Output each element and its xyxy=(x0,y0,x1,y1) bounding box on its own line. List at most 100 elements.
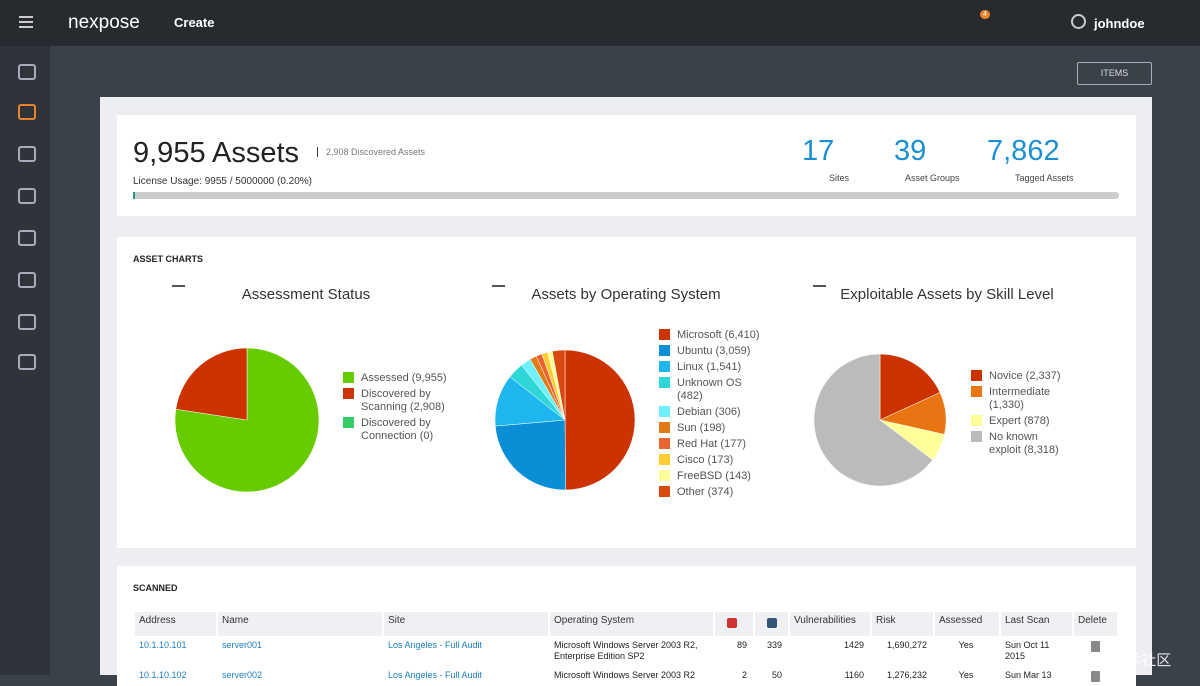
asset-charts-card: ASSET CHARTS Assessment Status Assets by … xyxy=(117,237,1136,548)
legend-swatch xyxy=(343,372,354,383)
legend-swatch xyxy=(343,388,354,399)
nav-icon[interactable] xyxy=(18,104,36,120)
nav-icon[interactable] xyxy=(18,64,36,80)
legend-label: Assessed (9,955) xyxy=(361,372,447,384)
legend-swatch xyxy=(971,431,982,442)
legend-item: Discovered by Scanning (2,908) xyxy=(343,388,453,414)
legend-label: Ubuntu (3,059) xyxy=(677,345,751,357)
legend-item: Unknown OS (482) xyxy=(659,377,769,403)
table-header xyxy=(715,612,753,636)
items-button[interactable]: ITEMS xyxy=(1077,62,1152,85)
license-usage: License Usage: 9955 / 5000000 (0.20%) xyxy=(133,176,313,187)
legend-swatch xyxy=(343,417,354,428)
chart-title: Assets by Operating System xyxy=(531,286,720,303)
table-cell[interactable]: server002 xyxy=(222,670,263,680)
nav-icon[interactable] xyxy=(18,230,36,246)
table-cell[interactable]: Los Angeles - Full Audit xyxy=(388,670,483,680)
brand: nexpose xyxy=(68,12,140,33)
legend-swatch xyxy=(659,422,670,433)
legend-item: Expert (878) xyxy=(971,415,1071,428)
pie-slice xyxy=(175,347,248,421)
chart-menu-icon[interactable] xyxy=(172,285,185,287)
table-cell: 89 xyxy=(736,640,747,650)
stat-label: Tagged Assets xyxy=(1015,173,1074,183)
legend-item: Cisco (173) xyxy=(659,454,769,467)
delete-icon[interactable] xyxy=(1091,671,1100,682)
legend-swatch xyxy=(659,329,670,340)
legend-item: Sun (198) xyxy=(659,422,769,435)
table-cell: 50 xyxy=(771,670,782,680)
legend-item: Novice (2,337) xyxy=(971,370,1071,383)
legend-label: Discovered by Connection (0) xyxy=(361,417,434,442)
legend-label: Debian (306) xyxy=(677,406,741,418)
discovered-count: 2,908 Discovered Assets xyxy=(317,147,425,157)
nav-icon[interactable] xyxy=(18,354,36,370)
nav-icon[interactable] xyxy=(18,314,36,330)
table-cell: 1160 xyxy=(844,670,864,680)
table-header: Site xyxy=(384,612,548,636)
legend-item: FreeBSD (143) xyxy=(659,470,769,483)
notification-badge: 4 xyxy=(980,10,990,19)
table-cell: Yes xyxy=(958,640,974,650)
legend-swatch xyxy=(659,361,670,372)
user-name[interactable]: johndoe xyxy=(1094,16,1145,31)
table-cell: 339 xyxy=(766,640,782,650)
pie-slice xyxy=(494,419,566,491)
legend-item: Ubuntu (3,059) xyxy=(659,345,769,358)
nav-icon[interactable] xyxy=(18,188,36,204)
table-cell[interactable]: Los Angeles - Full Audit xyxy=(388,640,483,650)
legend-swatch xyxy=(659,377,670,388)
section-heading: SCANNED xyxy=(133,583,178,593)
legend-item: No known exploit (8,318) xyxy=(971,431,1071,457)
create-menu[interactable]: Create xyxy=(174,15,215,30)
column-icon xyxy=(767,618,777,628)
user-icon[interactable] xyxy=(1071,14,1086,29)
legend-swatch xyxy=(971,386,982,397)
table-cell: 1,276,232 xyxy=(886,670,927,680)
table-cell[interactable]: server001 xyxy=(222,640,263,650)
legend-swatch xyxy=(971,370,982,381)
asset-count: 9,955 Assets xyxy=(133,137,300,169)
table-cell: Microsoft Windows Server 2003 R2 xyxy=(554,670,696,680)
legend-label: Microsoft (6,410) xyxy=(677,329,760,341)
delete-icon[interactable] xyxy=(1091,641,1100,652)
table-cell: Microsoft Windows Server 2003 R2, Enterp… xyxy=(554,640,698,661)
table-cell[interactable]: 10.1.10.102 xyxy=(139,670,187,680)
legend-item: Assessed (9,955) xyxy=(343,372,453,385)
table-cell: Yes xyxy=(958,670,974,680)
legend-item: Red Hat (177) xyxy=(659,438,769,451)
legend-item: Discovered by Connection (0) xyxy=(343,417,453,443)
legend-label: Red Hat (177) xyxy=(677,438,747,450)
main-panel: 9,955 Assets 2,908 Discovered Assets Lic… xyxy=(100,97,1152,686)
pie-slice xyxy=(879,353,941,421)
sidebar xyxy=(0,46,50,675)
nav-icon[interactable] xyxy=(18,272,36,288)
table-cell: Sun Mar 13 xyxy=(1005,670,1052,680)
chart-title: Assessment Status xyxy=(242,286,370,303)
table-cell[interactable]: 10.1.10.101 xyxy=(139,640,187,650)
table-header: Vulnerabilities xyxy=(790,612,870,636)
pie-slice xyxy=(813,353,933,487)
stat-value: 17 xyxy=(802,135,835,167)
legend-label: No known exploit (8,318) xyxy=(989,431,1059,456)
top-bar: nexpose Create 4 johndoe xyxy=(0,0,1200,46)
menu-icon[interactable] xyxy=(19,16,33,18)
watermark: @稀土掘金技术社区 xyxy=(1036,652,1172,669)
chart-menu-icon[interactable] xyxy=(813,285,826,287)
stat-value: 39 xyxy=(894,135,927,167)
table-header: Operating System xyxy=(550,612,713,636)
nav-icon[interactable] xyxy=(18,146,36,162)
stat-label: Sites xyxy=(829,173,850,183)
charts: Assessment Status Assets by Operating Sys… xyxy=(172,285,1054,493)
pie-slice xyxy=(564,349,636,491)
table-header xyxy=(755,612,788,636)
license-bar xyxy=(133,192,1119,199)
legend-swatch xyxy=(659,454,670,465)
summary-card: 9,955 Assets 2,908 Discovered Assets Lic… xyxy=(117,115,1136,216)
chart-title: Exploitable Assets by Skill Level xyxy=(840,286,1053,303)
chart-menu-icon[interactable] xyxy=(492,285,505,287)
legend: Assessed (9,955) Discovered by Scanning (… xyxy=(343,372,453,446)
legend-item: Other (374) xyxy=(659,486,769,499)
table-header: Address xyxy=(135,612,216,636)
